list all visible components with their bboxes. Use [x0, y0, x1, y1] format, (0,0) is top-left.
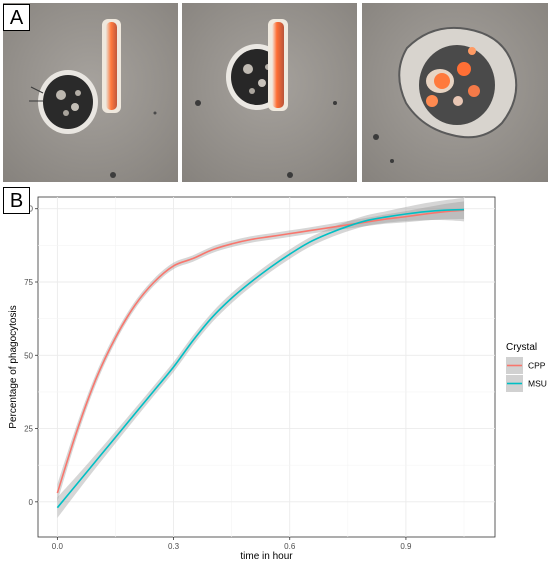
legend: Crystal CPP MSU: [506, 342, 547, 392]
x-axis-title: time in hour: [240, 551, 293, 562]
micrograph-3-drawing: [373, 26, 518, 163]
y-tick-label: 50: [24, 351, 33, 360]
series-lines: [56, 208, 465, 509]
legend-items: CPP MSU: [506, 357, 547, 392]
micrograph-1: [3, 3, 178, 182]
y-tick-label: 25: [24, 425, 33, 434]
micrograph-2: [182, 3, 357, 182]
legend-title: Crystal: [506, 342, 537, 353]
x-tick-label: 0.9: [400, 542, 412, 551]
micrograph-3: [362, 3, 548, 182]
micrograph-2-drawing: [195, 19, 337, 178]
series-line-msu: [56, 208, 465, 509]
y-tick-label: 75: [24, 278, 33, 287]
panel-a-label: A: [3, 4, 30, 31]
engulfed-crystal: [434, 73, 450, 89]
micrograph-1-drawing: [29, 19, 157, 178]
y-tick-label: 0: [29, 498, 34, 507]
plot-background: [37, 196, 496, 538]
grid-lines: [38, 197, 495, 537]
x-tick-label: 0.0: [52, 542, 64, 551]
x-tick-label: 0.3: [168, 542, 180, 551]
x-tick-label: 0.6: [284, 542, 296, 551]
y-axis-title: Percentage of phagocytosis: [8, 305, 19, 428]
legend-label-msu: MSU: [528, 379, 547, 389]
crystal-rod: [106, 22, 117, 110]
panel-b-label: B: [3, 187, 30, 214]
series-line-cpp: [56, 209, 465, 494]
legend-label-cpp: CPP: [528, 361, 546, 371]
cell-body: [43, 75, 93, 129]
crystal-rod: [272, 22, 284, 108]
